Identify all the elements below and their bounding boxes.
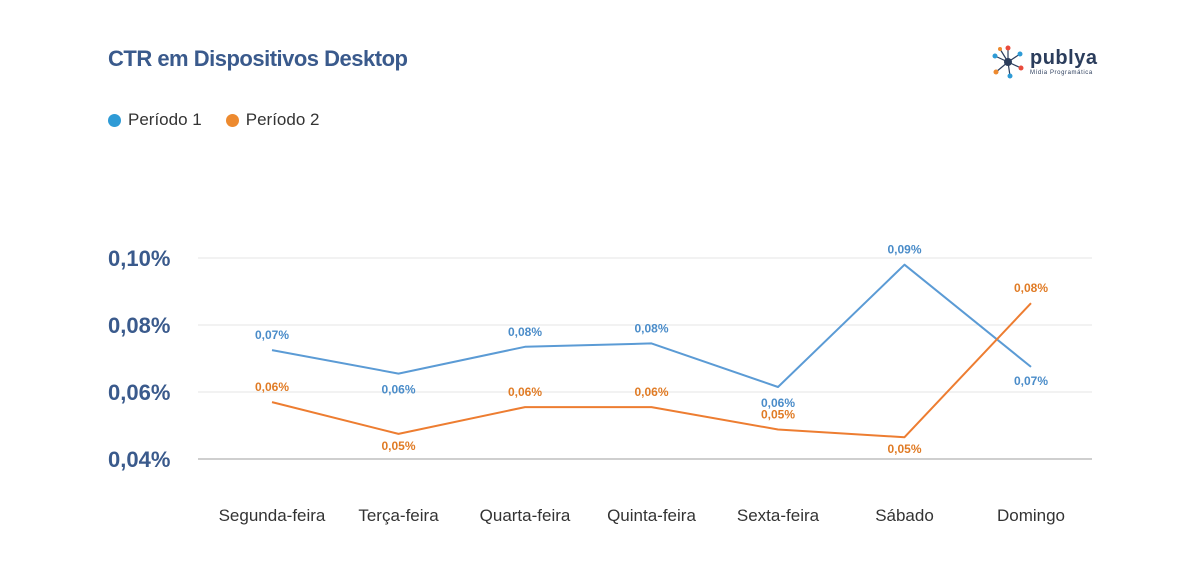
legend-label-periodo-1: Período 1 [128, 110, 202, 129]
data-label-series-2: 0,05% [887, 442, 921, 456]
data-label-series-1: 0,06% [381, 383, 415, 397]
data-label-series-1: 0,08% [508, 325, 542, 339]
x-tick-label: Sexta-feira [737, 506, 820, 525]
y-tick-label: 0,08% [108, 313, 170, 338]
x-tick-label: Domingo [997, 506, 1065, 525]
series-line-1 [271, 263, 1032, 388]
data-label-series-1: 0,07% [255, 328, 289, 342]
data-label-series-1: 0,08% [634, 321, 668, 335]
legend-item-periodo-2: Período 2 [225, 110, 320, 130]
network-logo-icon [992, 45, 1024, 79]
x-tick-label: Quinta-feira [607, 506, 696, 525]
data-label-series-1: 0,09% [887, 243, 921, 257]
data-label-series-2: 0,06% [255, 380, 289, 394]
y-tick-label: 0,04% [108, 447, 170, 472]
data-label-series-2: 0,05% [381, 439, 415, 453]
data-label-series-2: 0,08% [1014, 281, 1048, 295]
brand-logo: publya Mídia Programática [990, 44, 1097, 80]
x-tick-label: Quarta-feira [480, 506, 571, 525]
data-label-series-1: 0,07% [1014, 374, 1048, 388]
data-label-series-1: 0,06% [761, 396, 795, 410]
data-label-series-2: 0,06% [634, 385, 668, 399]
logo-name: publya [1030, 47, 1098, 69]
logo-tagline: Mídia Programática [1030, 70, 1093, 76]
series-line-2 [271, 302, 1032, 439]
legend-marker-periodo-1 [108, 113, 121, 127]
data-label-series-2: 0,06% [508, 385, 542, 399]
legend: Período 1 Período 2 [108, 110, 319, 130]
x-tick-label: Segunda-feira [219, 506, 326, 525]
x-tick-label: Terça-feira [358, 506, 439, 525]
y-tick-label: 0,10% [108, 246, 170, 271]
chart-title: CTR em Dispositivos Desktop [108, 46, 408, 71]
legend-item-periodo-1: Período 1 [108, 110, 202, 130]
legend-label-periodo-2: Período 2 [245, 110, 320, 129]
y-tick-label: 0,06% [108, 380, 170, 405]
legend-marker-periodo-2 [225, 113, 239, 127]
data-label-series-2: 0,05% [761, 408, 795, 422]
x-tick-label: Sábado [875, 506, 934, 525]
